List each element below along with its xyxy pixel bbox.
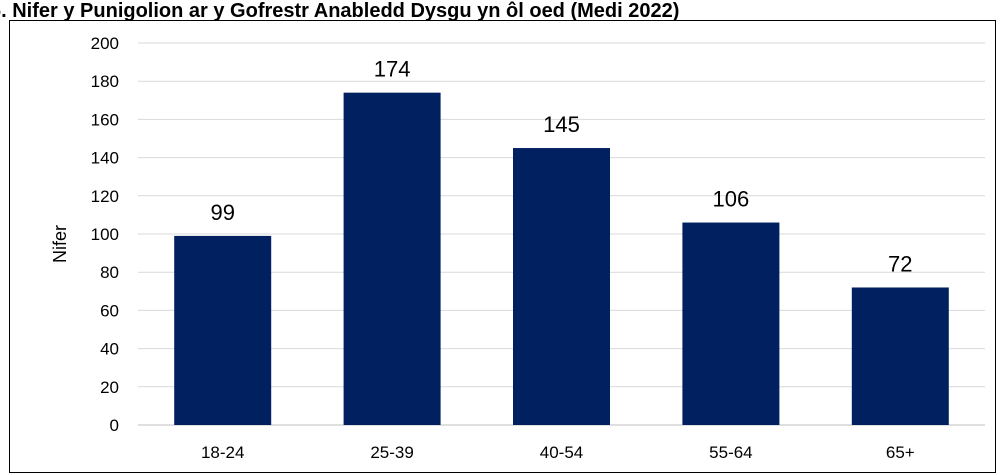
y-tick-label: 100 [91,225,119,244]
data-label: 145 [543,112,580,137]
y-tick-label: 20 [100,378,119,397]
y-tick-label: 180 [91,72,119,91]
bar-55-64 [682,222,780,425]
bar-65+ [851,287,949,425]
y-tick-label: 160 [91,110,119,129]
x-tick-label: 40-54 [540,443,583,462]
y-tick-label: 60 [100,301,119,320]
x-tick-label: 25-39 [370,443,413,462]
bar-25-39 [343,92,441,425]
x-axis-ticks: 18-24 25-39 40-54 55-64 65+ [201,443,915,462]
y-axis-label: Nifer [50,225,70,263]
x-tick-label: 18-24 [201,443,244,462]
bar-18-24 [174,235,272,425]
y-tick-label: 0 [110,416,119,435]
data-label: 106 [713,187,750,212]
y-axis-ticks: 0 20 40 60 80 100 120 140 160 180 200 [91,34,119,435]
y-tick-label: 140 [91,149,119,168]
data-label: 72 [888,251,912,276]
y-tick-label: 40 [100,340,119,359]
x-tick-label: 55-64 [709,443,752,462]
data-label: 99 [210,200,234,225]
y-tick-label: 200 [91,34,119,53]
data-label: 174 [374,57,411,82]
chart-title: 6. Nifer y Punigolion ar y Gofrestr Anab… [0,0,680,22]
bars [174,92,949,426]
y-tick-label: 80 [100,263,119,282]
bar-chart: 0 20 40 60 80 100 120 140 160 180 200 99 174 145 106 7… [50,34,985,462]
y-tick-label: 120 [91,187,119,206]
chart-area: 0 20 40 60 80 100 120 140 160 180 200 99 174 145 106 7… [9,20,996,473]
x-tick-label: 65+ [886,443,915,462]
data-labels: 99 174 145 106 72 [210,57,912,277]
bar-40-54 [513,148,610,426]
